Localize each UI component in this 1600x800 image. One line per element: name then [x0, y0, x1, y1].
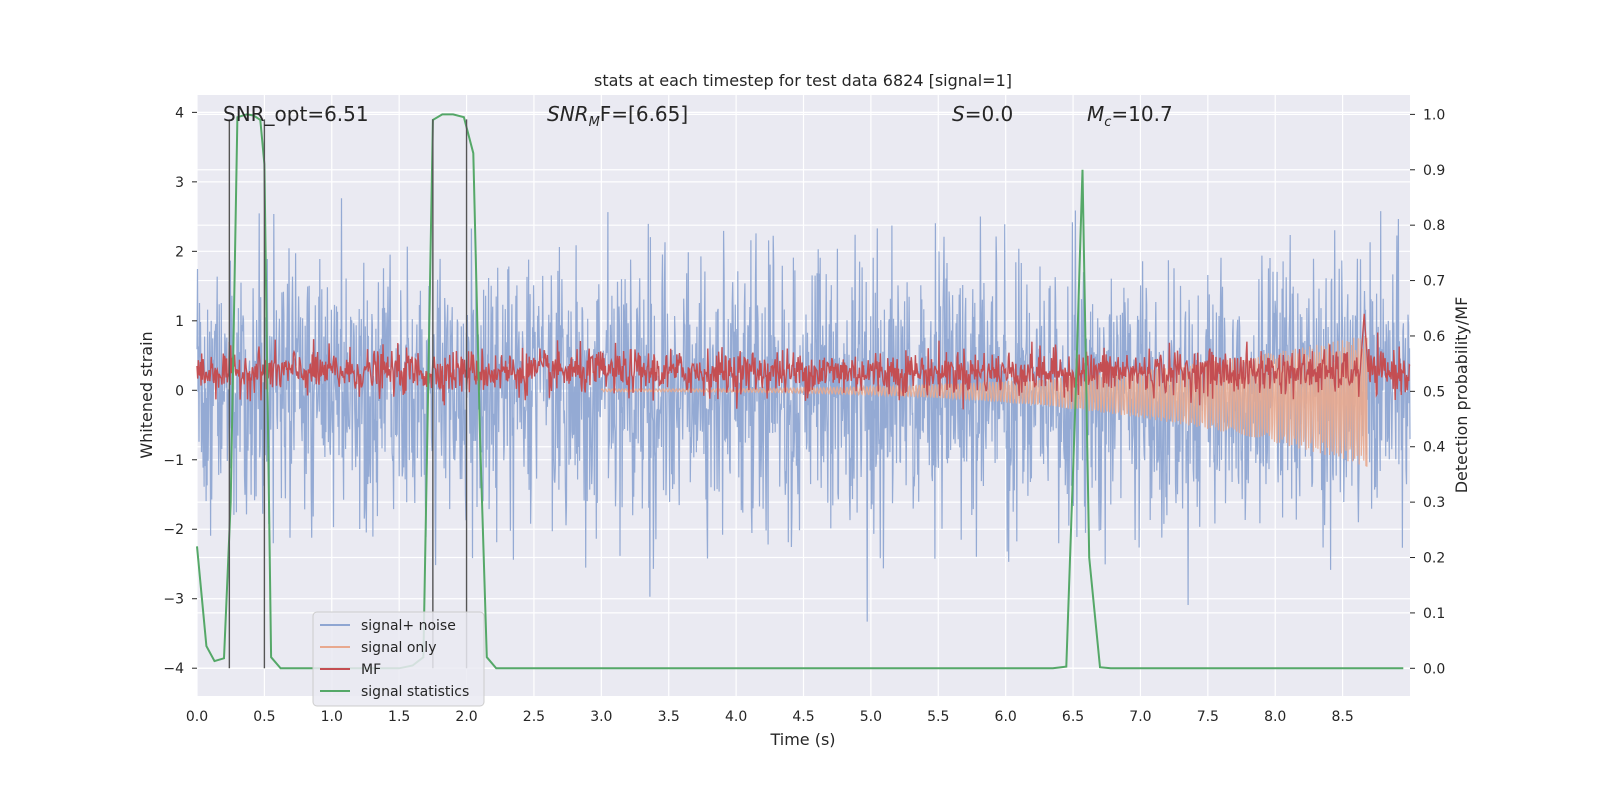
x-axis-label: Time (s)	[769, 730, 835, 749]
x-tick-label: 4.5	[792, 709, 814, 725]
y-axis-label-left: Whitened strain	[137, 331, 156, 458]
y-tick-label-right: 0.2	[1423, 551, 1445, 567]
y-tick-label-left: 2	[175, 244, 184, 260]
annotation-mc: Mc=10.7	[1087, 102, 1173, 130]
y-tick-label-left: −3	[163, 592, 184, 608]
x-tick-label: 7.5	[1197, 709, 1219, 725]
legend-label-signal-statistics: signal statistics	[361, 684, 469, 700]
x-tick-label: 5.5	[927, 709, 949, 725]
y-axis-label-right: Detection probability/MF	[1452, 297, 1471, 494]
annotation-s: S=0.0	[952, 102, 1013, 126]
y-tick-label-right: 0.4	[1423, 440, 1445, 456]
y-tick-label-left: 1	[175, 314, 184, 330]
x-tick-label: 0.0	[186, 709, 208, 725]
x-tick-label: 8.5	[1331, 709, 1353, 725]
y-tick-label-left: −2	[163, 522, 184, 538]
x-tick-label: 1.5	[388, 709, 410, 725]
x-tick-label: 2.0	[455, 709, 477, 725]
legend-label-mf: MF	[361, 662, 381, 678]
y-tick-label-left: 3	[175, 175, 184, 191]
y-tick-label-right: 0.7	[1423, 274, 1445, 290]
legend-label-signal-noise: signal+ noise	[361, 618, 456, 634]
legend-label-signal-only: signal only	[361, 640, 436, 656]
x-tick-label: 6.0	[995, 709, 1017, 725]
y-tick-label-right: 0.8	[1423, 218, 1445, 234]
x-tick-label: 2.5	[523, 709, 545, 725]
x-tick-label: 4.0	[725, 709, 747, 725]
annotation-snr-opt: SNR_opt=6.51	[223, 102, 369, 126]
series-signal-only	[600, 335, 1368, 467]
x-tick-label: 5.0	[860, 709, 882, 725]
mc-subscript: c	[1104, 115, 1111, 130]
legend: signal+ noise signal only MF signal stat…	[312, 611, 485, 707]
y-tick-label-right: 0.5	[1423, 384, 1445, 400]
y-tick-label-right: 0.3	[1423, 495, 1445, 511]
x-tick-label: 0.5	[253, 709, 275, 725]
x-tick-label: 3.0	[590, 709, 612, 725]
s-value: =0.0	[965, 102, 1014, 126]
mc-value: =10.7	[1111, 102, 1172, 126]
y-tick-label-left: 4	[175, 105, 184, 121]
x-tick-label: 3.5	[658, 709, 680, 725]
legend-box	[312, 611, 485, 707]
x-tick-label: 1.0	[321, 709, 343, 725]
y-tick-label-right: 1.0	[1423, 107, 1445, 123]
snr-mf-subscript: M	[589, 115, 600, 130]
mc-symbol: M	[1087, 102, 1104, 126]
s-symbol: S	[952, 102, 965, 126]
axis-ticks: 0.0 0.5 1.0 1.5 2.0 2.5 3.0 3.5 4.0 4.5 5.0 5.5 6.0 6…	[163, 105, 1445, 725]
y-tick-label-right: 0.1	[1423, 606, 1445, 622]
chart-title: stats at each timestep for test data 682…	[594, 71, 1012, 90]
snr-mf-value: F=[6.65]	[600, 102, 688, 126]
annotation-snr-mf: SNRMF=[6.65]	[547, 102, 688, 130]
series-signal-noise	[196, 198, 1411, 622]
y-tick-label-right: 0.6	[1423, 329, 1445, 345]
y-tick-label-left: −1	[163, 453, 184, 469]
x-tick-label: 7.0	[1129, 709, 1151, 725]
x-tick-label: 6.5	[1062, 709, 1084, 725]
y-tick-label-left: −4	[163, 661, 184, 677]
y-tick-label-right: 0.9	[1423, 163, 1445, 179]
vertical-markers	[228, 119, 468, 669]
y-tick-label-left: 0	[175, 383, 184, 399]
y-tick-label-right: 0.0	[1423, 661, 1445, 677]
series-mf	[196, 313, 1411, 410]
snr-mf-symbol: SNR	[547, 102, 589, 126]
x-tick-label: 8.0	[1264, 709, 1286, 725]
